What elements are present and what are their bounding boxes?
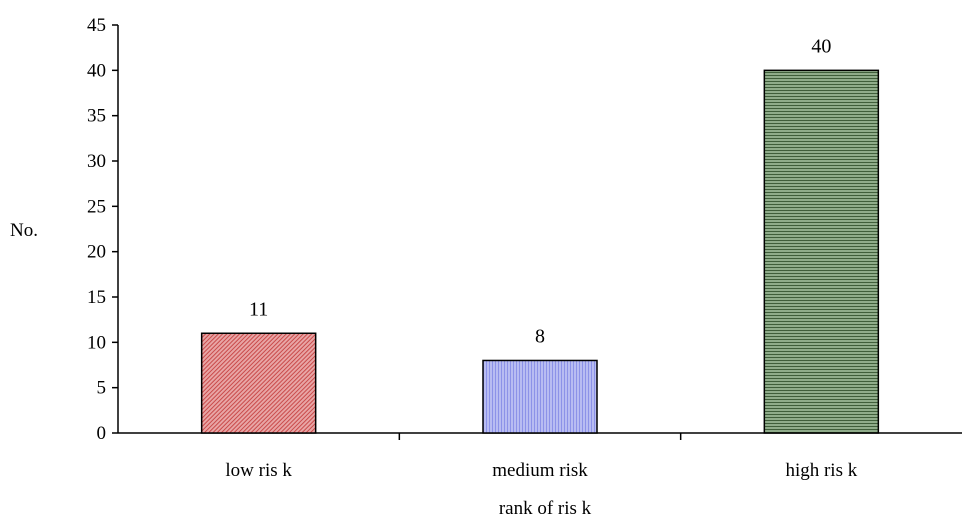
x-category-label: high ris k	[785, 460, 857, 481]
bar-value-label: 40	[811, 35, 831, 57]
y-tick-label: 25	[87, 196, 106, 217]
bar-medium-risk	[482, 359, 598, 434]
y-tick-label: 15	[87, 287, 106, 308]
x-category-label: low ris k	[225, 460, 292, 481]
y-tick-label: 20	[87, 242, 106, 263]
bar-value-label: 11	[249, 298, 268, 320]
bars	[200, 69, 880, 434]
bar-value-label: 8	[535, 325, 545, 347]
y-tick-label: 30	[87, 151, 106, 172]
y-tick-label: 0	[97, 423, 107, 444]
y-axis-title: No.	[10, 220, 38, 241]
y-tick-label: 10	[87, 332, 106, 353]
y-tick-label: 5	[97, 378, 107, 399]
x-category-label: medium risk	[492, 460, 588, 481]
bar-high-risk	[763, 69, 880, 434]
y-tick-label: 40	[87, 60, 106, 81]
bar-low-risk	[200, 332, 317, 434]
y-tick-label: 45	[87, 15, 106, 36]
y-tick-label: 35	[87, 106, 106, 127]
labels: 11 low ris k 8 medium risk 40 high ris k	[225, 35, 857, 481]
x-axis-title: rank of ris k	[499, 498, 592, 519]
